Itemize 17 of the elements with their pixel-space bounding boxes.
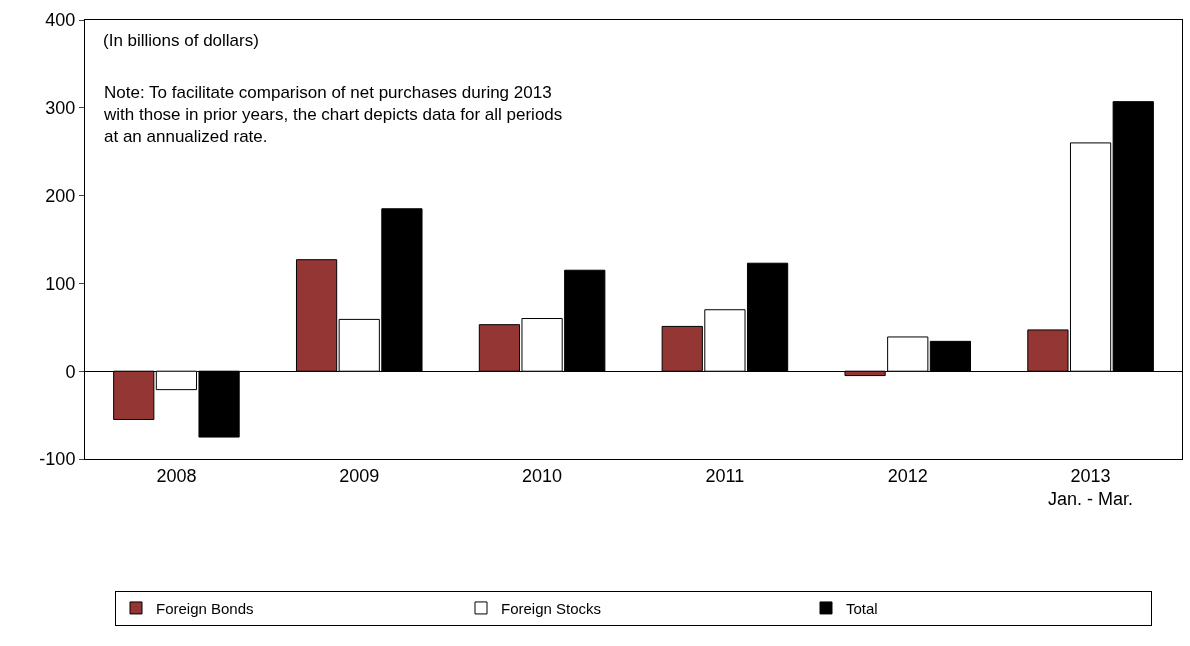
x-tick-label: 2010 (522, 465, 563, 486)
annotation: (In billions of dollars) (103, 31, 259, 50)
x-tick-label: 2011 (705, 465, 745, 486)
y-tick-label: 100 (45, 273, 76, 294)
x-tick-label: 2012 (887, 465, 928, 486)
x-tick-label: 2013 Jan. - Mar. (1048, 465, 1134, 509)
legend-label: Foreign Bonds (156, 599, 254, 617)
y-tick-label: 400 (45, 10, 76, 31)
annotation: Note: To facilitate comparison of net purchases during 2013 with those in prior years, the chart depicts data for all periods at an annualized rate. (103, 83, 563, 147)
legend-label: Total (846, 599, 878, 617)
y-tick-label: -100 (39, 449, 76, 470)
legend-label: Foreign Stocks (501, 599, 602, 617)
y-tick-label: 200 (45, 185, 76, 206)
x-tick-label: 2008 (156, 465, 197, 486)
y-tick-label: 0 (65, 361, 76, 382)
x-tick-label: 2009 (339, 465, 380, 486)
y-tick-label: 300 (45, 98, 76, 119)
